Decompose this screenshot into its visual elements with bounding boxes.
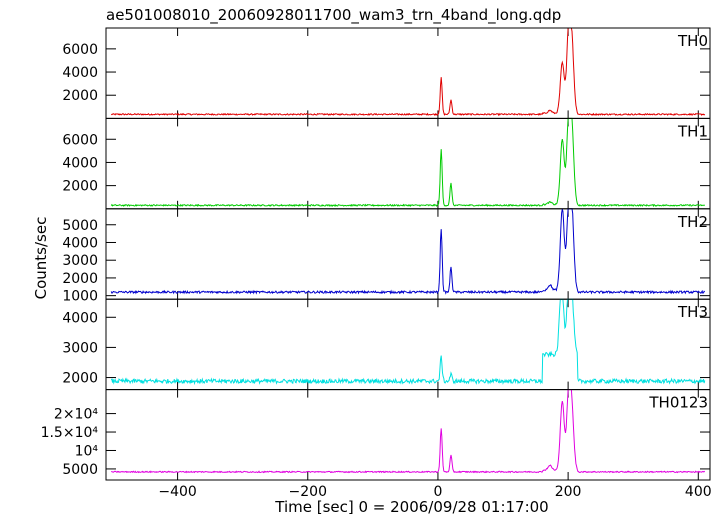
x-tick-label: 200: [555, 484, 582, 500]
y-tick-label: 2×10⁴: [54, 407, 98, 423]
y-tick-label: 5000: [62, 462, 98, 478]
panel-label-th2: TH2: [677, 213, 708, 231]
x-axis-label: Time [sec] 0 = 2006/09/28 01:17:00: [274, 498, 548, 516]
y-tick-label: 2000: [62, 371, 98, 387]
y-tick-label: 3000: [62, 340, 98, 356]
y-tick-label: 4000: [62, 310, 98, 326]
y-tick-label: 3000: [62, 253, 98, 269]
series-line-th3: [110, 298, 706, 386]
panel-label-th0: TH0: [677, 32, 708, 50]
panel-label-th0123: TH0123: [648, 394, 708, 412]
series-line-th2: [110, 208, 706, 295]
panel-frame: [105, 208, 711, 300]
panel-label-th1: TH1: [677, 122, 708, 140]
x-tick-label: 0: [433, 484, 442, 500]
y-axis-label: Counts/sec: [32, 217, 50, 300]
panel-frame: [105, 27, 711, 119]
y-tick-label: 1.5×10⁴: [41, 425, 99, 441]
panel-label-th3: TH3: [677, 303, 708, 321]
x-tick-label: −400: [158, 484, 196, 500]
x-tick-label: −200: [289, 484, 327, 500]
y-tick-label: 10⁴: [75, 443, 99, 459]
y-tick-label: 1000: [62, 289, 98, 305]
series-line-th1: [110, 117, 705, 208]
y-tick-label: 6000: [62, 42, 98, 58]
x-tick-label: 400: [685, 484, 712, 500]
y-tick-label: 2000: [62, 179, 98, 195]
series-line-th0: [110, 27, 706, 117]
y-tick-label: 4000: [62, 155, 98, 171]
panel-frame: [105, 117, 711, 210]
y-tick-label: 2000: [62, 88, 98, 104]
panel-frame: [105, 389, 711, 481]
y-tick-label: 5000: [62, 218, 98, 234]
y-tick-label: 6000: [62, 132, 98, 148]
y-tick-label: 2000: [62, 271, 98, 287]
y-tick-label: 4000: [62, 235, 98, 251]
panel-frame: [105, 298, 711, 391]
chart-title: ae501008010_20060928011700_wam3_trn_4ban…: [106, 6, 561, 25]
y-tick-label: 4000: [62, 65, 98, 81]
series-line-th0123: [110, 389, 706, 474]
